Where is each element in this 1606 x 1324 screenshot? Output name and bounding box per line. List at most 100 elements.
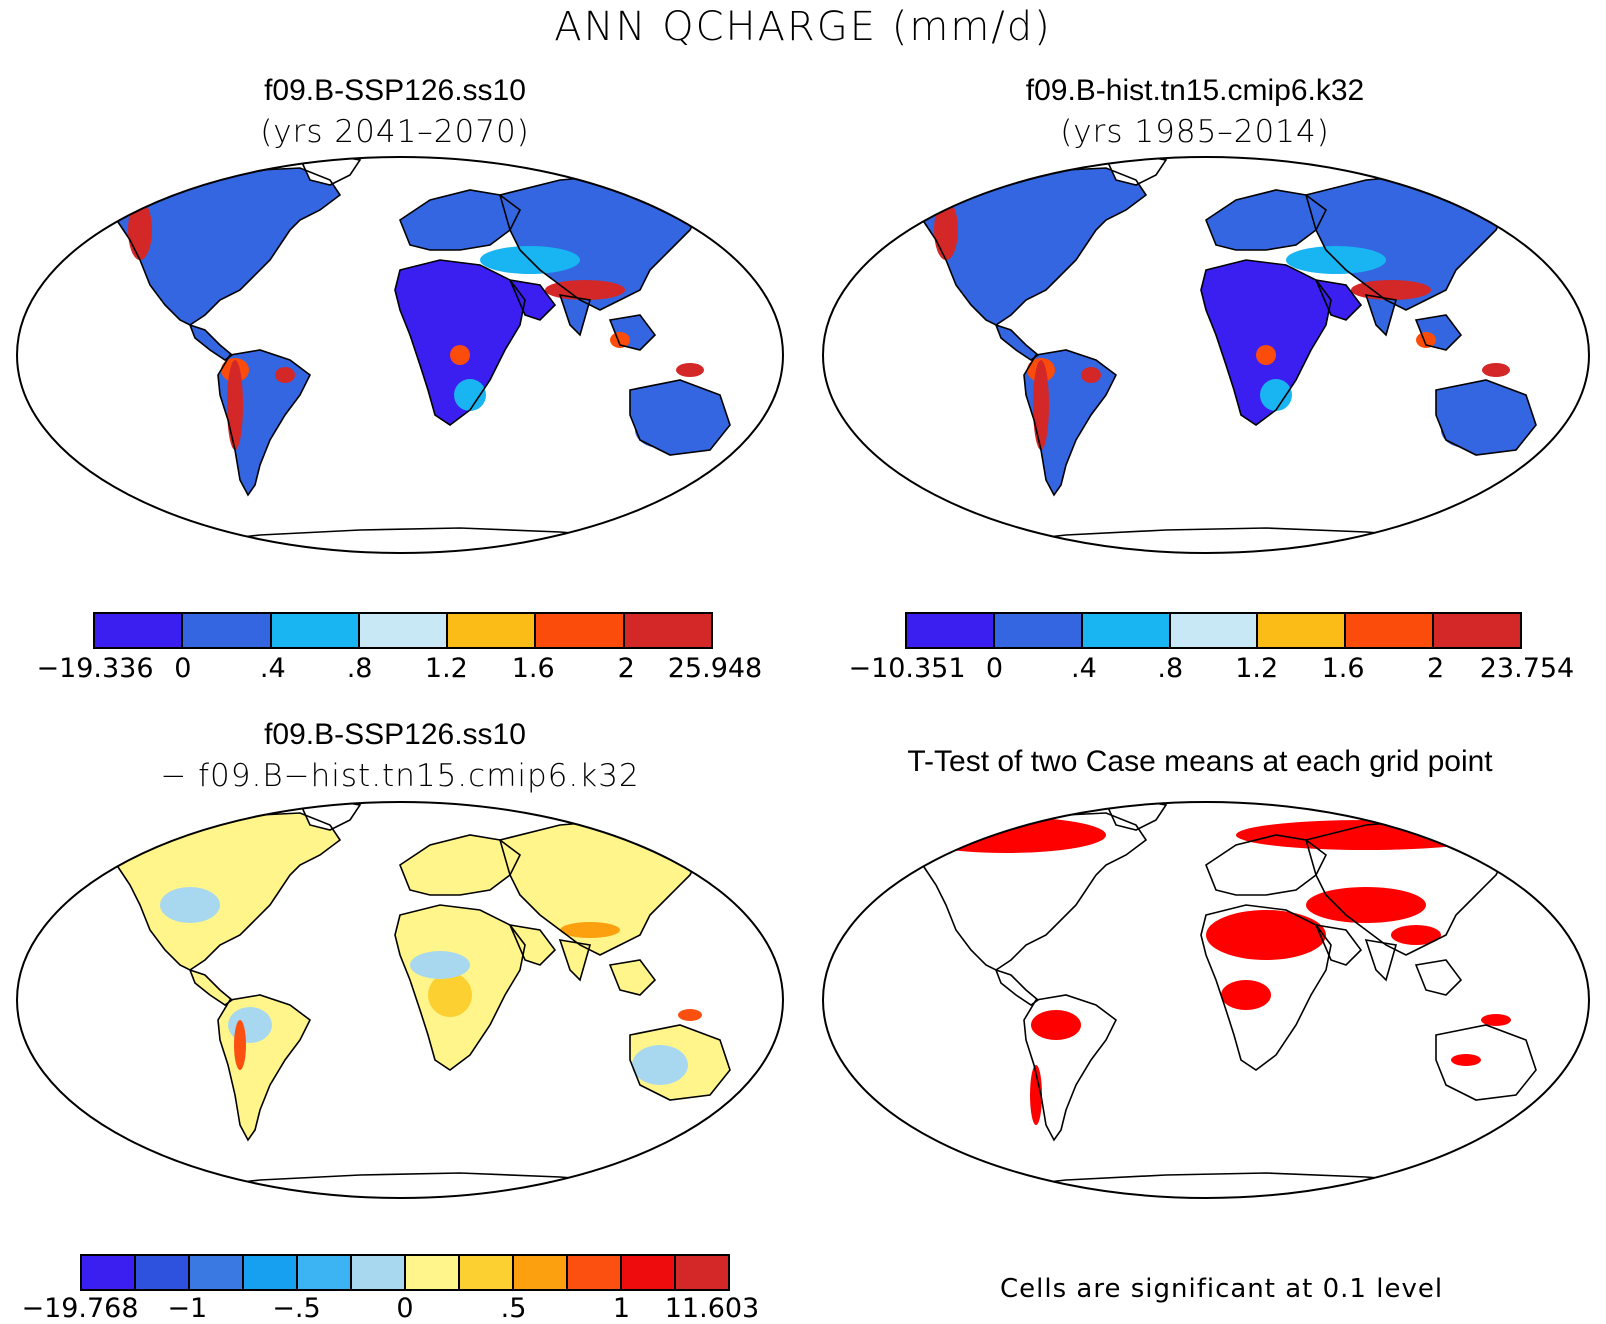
map-top-left xyxy=(16,156,784,554)
colorbar-swatch xyxy=(352,1256,406,1289)
colorbar-labels-top-left: −19.336 0 .4 .8 1.2 1.6 2 25.948 xyxy=(0,653,800,693)
continent-asia xyxy=(1306,175,1506,310)
field-region xyxy=(632,1045,688,1085)
field-region xyxy=(560,922,620,938)
coastline xyxy=(558,293,592,337)
field-region xyxy=(1030,1065,1042,1125)
colorbar-swatch xyxy=(568,1256,622,1289)
coastline xyxy=(1023,994,1118,1142)
coastline xyxy=(394,904,526,1071)
colorbar-swatch xyxy=(536,614,625,647)
coastline xyxy=(108,167,342,326)
significance-footnote: Cells are significant at 0.1 level xyxy=(1000,1274,1444,1304)
continent-asia xyxy=(500,820,700,955)
field-region xyxy=(1081,367,1101,383)
field-region xyxy=(678,1009,702,1021)
colorbar-tick-label: 0 xyxy=(174,653,192,684)
coastline xyxy=(508,923,557,966)
field-region xyxy=(545,280,625,300)
coastline xyxy=(914,812,1148,971)
panel-title-top-right: f09.B-hist.tn15.cmip6.k32 xyxy=(1025,74,1365,107)
colorbar-swatch xyxy=(136,1256,190,1289)
coastline xyxy=(108,812,342,971)
field-region xyxy=(454,379,486,411)
panel-title-bottom-right: T-Test of two Case means at each grid po… xyxy=(907,745,1493,778)
field-region xyxy=(1031,1010,1081,1040)
field-region xyxy=(1260,379,1292,411)
continent-seAsia xyxy=(1416,960,1461,995)
field-region xyxy=(635,412,685,448)
colorbar-swatch xyxy=(1170,614,1259,647)
colorbar-swatch xyxy=(448,614,537,647)
coastline xyxy=(298,802,362,831)
field-region xyxy=(1351,280,1431,300)
field-region xyxy=(450,345,470,365)
continent-africa xyxy=(1201,260,1331,425)
colorbar-tick-label: .5 xyxy=(500,1293,527,1324)
coastline xyxy=(608,959,657,996)
map-bottom-left xyxy=(16,801,784,1199)
field-region xyxy=(275,367,295,383)
colorbar-swatch xyxy=(359,614,449,647)
field-region xyxy=(1206,910,1326,960)
field-region xyxy=(1256,345,1276,365)
colorbar-tick-label: 1 xyxy=(612,1293,631,1324)
colorbar-swatch xyxy=(622,1256,676,1289)
continent-europe xyxy=(400,835,520,895)
continent-northAmerica xyxy=(916,168,1146,325)
colorbar-swatch xyxy=(1434,614,1521,647)
colorbar-swatch xyxy=(1346,614,1435,647)
field-region xyxy=(934,200,958,260)
field-region xyxy=(1482,363,1510,377)
map-border xyxy=(822,801,1590,1199)
colorbar-tick-label: 0 xyxy=(396,1293,414,1324)
panel-subtitle-top-right: (yrs 1985–2014) xyxy=(1060,114,1330,150)
continent-northAmerica xyxy=(110,813,340,970)
colorbar-tick-label: 23.754 xyxy=(1479,653,1575,684)
field-region xyxy=(1033,360,1049,450)
colorbar-tick-label: .8 xyxy=(1157,653,1184,684)
coastline xyxy=(608,314,657,351)
field-region xyxy=(1451,1054,1481,1066)
field-region xyxy=(1221,980,1271,1010)
continent-europe xyxy=(400,190,520,250)
colorbar-swatch xyxy=(406,1256,460,1289)
field-region xyxy=(1481,1014,1511,1026)
colorbar-swatch xyxy=(1082,614,1171,647)
field-region xyxy=(906,817,1106,853)
field-region xyxy=(1441,412,1491,448)
field-region xyxy=(160,887,220,923)
coastline xyxy=(1364,938,1398,982)
colorbar-swatch xyxy=(514,1256,568,1289)
colorbar-tick-label: 25.948 xyxy=(667,653,763,684)
colorbar-tick-label: −19.768 xyxy=(21,1293,139,1324)
continent-northAmerica xyxy=(110,168,340,325)
map-border xyxy=(822,156,1590,554)
continent-centralAmerica xyxy=(190,325,232,360)
colorbar-tick-label: 1.2 xyxy=(1235,653,1279,684)
colorbar-tick-label: −10.351 xyxy=(848,653,966,684)
coastline xyxy=(1023,349,1118,497)
continent-africa xyxy=(395,260,525,425)
field-region xyxy=(128,200,152,260)
continent-northAmerica xyxy=(916,813,1146,970)
colorbar-tick-label: −1 xyxy=(167,1293,208,1324)
field-region xyxy=(1391,925,1441,945)
map-bottom-right xyxy=(822,801,1590,1199)
colorbar-tick-label: −19.336 xyxy=(36,653,154,684)
coastline xyxy=(1200,259,1332,426)
colorbar-tick-label: 1.2 xyxy=(424,653,468,684)
colorbar-swatch xyxy=(624,614,711,647)
field-region xyxy=(676,363,704,377)
coastline xyxy=(914,167,1148,326)
colorbar-bottom-left xyxy=(80,1254,730,1291)
field-region xyxy=(227,360,243,450)
colorbar-tick-label: 1.6 xyxy=(1321,653,1365,684)
figure-title: ANN QCHARGE (mm/d) xyxy=(554,4,1052,50)
colorbar-swatch xyxy=(82,1256,136,1289)
panel-title-bottom-left: f09.B-SSP126.ss10 xyxy=(264,718,526,751)
field-region xyxy=(428,973,472,1017)
coastline xyxy=(1414,959,1463,996)
colorbar-top-left xyxy=(93,612,713,649)
coastline xyxy=(1314,278,1363,321)
